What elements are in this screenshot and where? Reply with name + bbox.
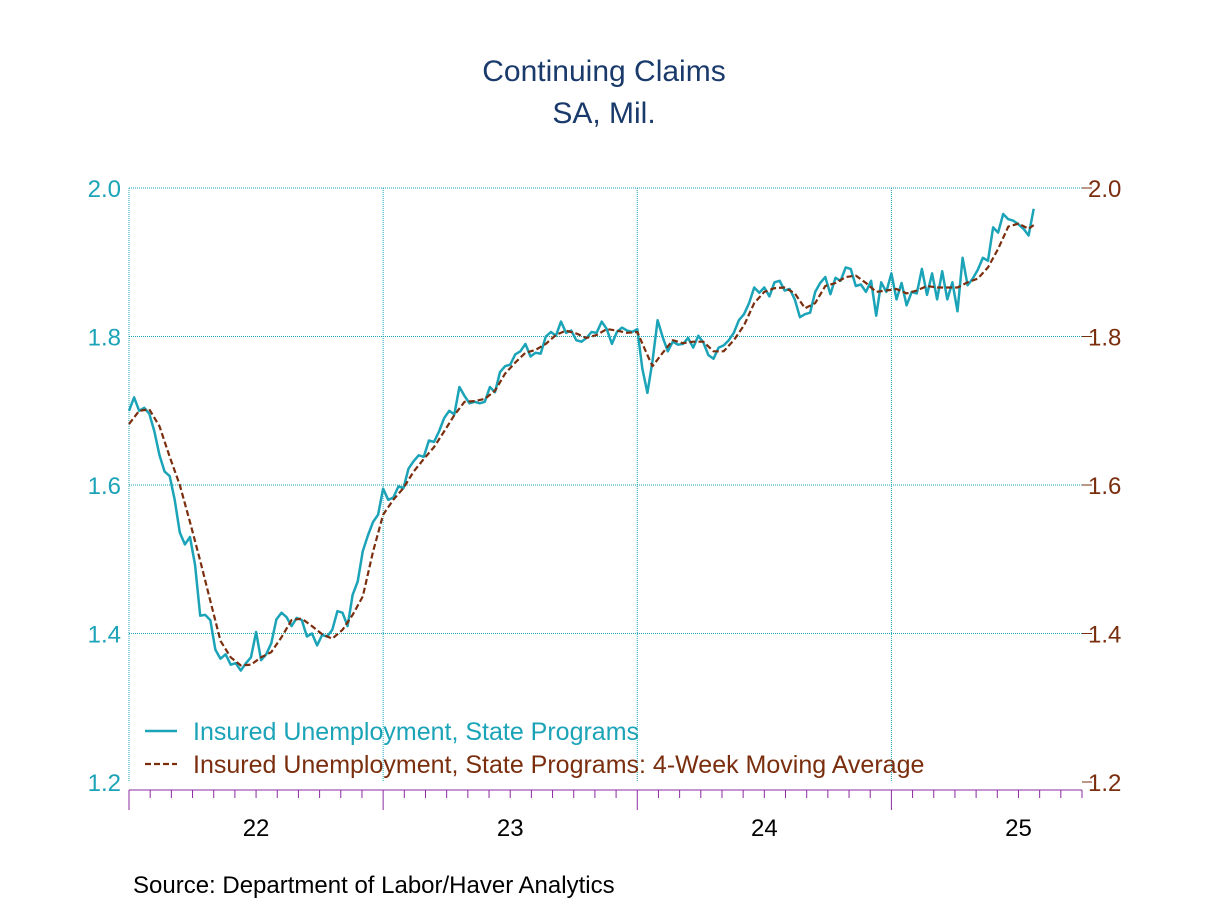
axis-layer: 1.2 1.2 1.4 1.4 1.6 1.6 1.8 1.8 2.0 2.0 22 23 24 25: [88, 176, 1122, 842]
series-line-moving-average: [128, 222, 1035, 667]
y-tick-label-left: 2.0: [88, 176, 121, 203]
grid-layer: [128, 187, 1082, 782]
y-tick-label-right: 1.4: [1088, 622, 1121, 649]
legend-label: Insured Unemployment, State Programs: [193, 718, 639, 746]
series-line-insured-unemployment: [127, 208, 1035, 672]
y-tick-label-left: 1.4: [88, 622, 121, 649]
legend: Insured Unemployment, State Programs Insu…: [145, 718, 924, 779]
chart-subtitle: SA, Mil.: [552, 97, 656, 130]
y-tick-label-left: 1.6: [88, 473, 121, 500]
x-tick-label: 24: [751, 815, 778, 842]
y-tick-label-right: 1.6: [1088, 473, 1121, 500]
x-tick-label: 25: [1005, 815, 1032, 842]
source-note: Source: Department of Labor/Haver Analyt…: [133, 872, 615, 899]
x-tick-label: 23: [497, 815, 524, 842]
series-layer: [127, 208, 1035, 672]
legend-label: Insured Unemployment, State Programs: 4-…: [193, 751, 924, 779]
x-tick-label: 22: [243, 815, 270, 842]
y-tick-label-right: 2.0: [1088, 176, 1121, 203]
y-tick-label-left: 1.2: [88, 770, 121, 797]
y-tick-label-right: 1.2: [1088, 770, 1121, 797]
chart-title: Continuing Claims: [482, 55, 726, 88]
y-tick-label-right: 1.8: [1088, 325, 1121, 352]
y-tick-label-left: 1.8: [88, 325, 121, 352]
